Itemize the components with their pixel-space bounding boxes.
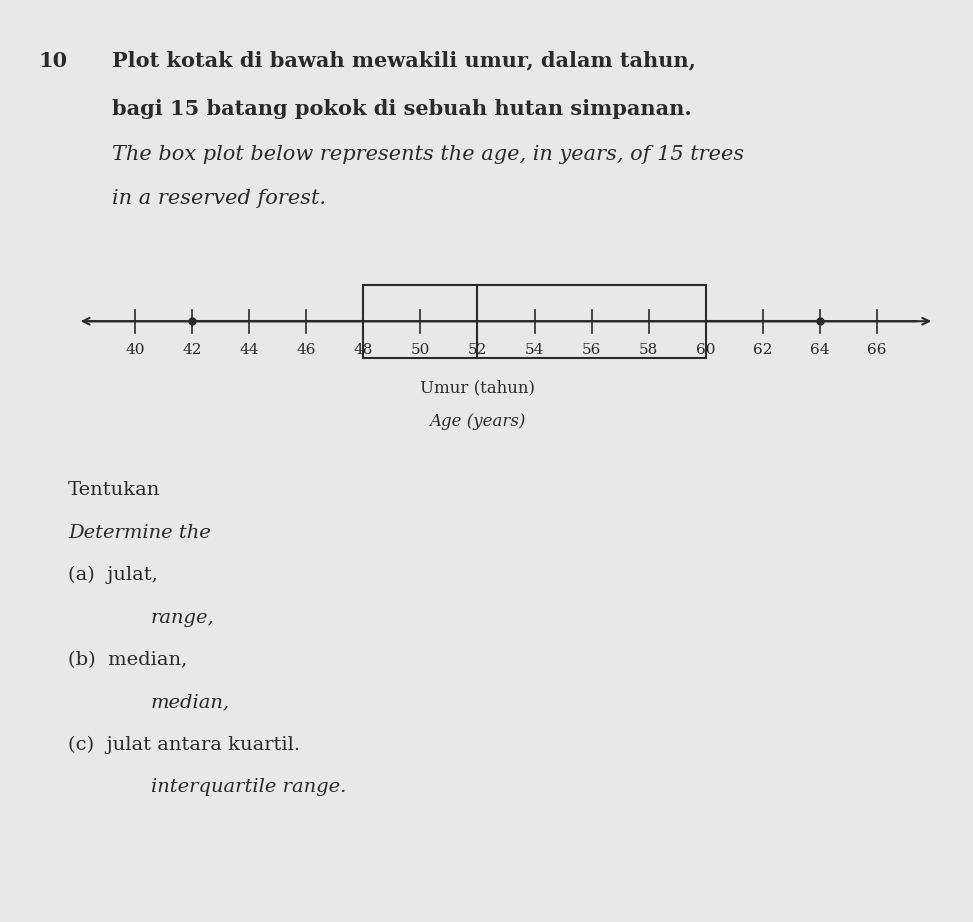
Text: Umur (tahun): Umur (tahun): [420, 379, 535, 396]
Text: range,: range,: [151, 609, 215, 627]
Bar: [363, 285, 705, 358]
Text: 48: 48: [353, 343, 373, 357]
Text: in a reserved forest.: in a reserved forest.: [112, 189, 326, 208]
Text: 60: 60: [696, 343, 715, 357]
Text: (a)  julat,: (a) julat,: [68, 566, 158, 585]
Text: 64: 64: [811, 343, 830, 357]
Text: Determine the: Determine the: [68, 524, 211, 542]
Text: 62: 62: [753, 343, 773, 357]
Text: interquartile range.: interquartile range.: [151, 778, 346, 797]
Text: 66: 66: [867, 343, 886, 357]
Text: 56: 56: [582, 343, 601, 357]
Text: Age (years): Age (years): [429, 412, 525, 430]
Text: median,: median,: [151, 693, 230, 712]
Text: (b)  median,: (b) median,: [68, 651, 188, 669]
Text: Plot kotak di bawah mewakili umur, dalam tahun,: Plot kotak di bawah mewakili umur, dalam…: [112, 51, 696, 71]
Text: 44: 44: [239, 343, 259, 357]
Text: bagi 15 batang pokok di sebuah hutan simpanan.: bagi 15 batang pokok di sebuah hutan sim…: [112, 99, 692, 119]
Text: 10: 10: [39, 51, 68, 71]
Text: 42: 42: [182, 343, 201, 357]
Text: (c)  julat antara kuartil.: (c) julat antara kuartil.: [68, 736, 301, 754]
Text: Tentukan: Tentukan: [68, 481, 161, 500]
Text: 46: 46: [297, 343, 316, 357]
Text: 52: 52: [468, 343, 487, 357]
Text: The box plot below represents the age, in years, of 15 trees: The box plot below represents the age, i…: [112, 145, 744, 164]
Text: 50: 50: [411, 343, 430, 357]
Text: 54: 54: [524, 343, 544, 357]
Text: 40: 40: [126, 343, 145, 357]
Text: 58: 58: [639, 343, 659, 357]
